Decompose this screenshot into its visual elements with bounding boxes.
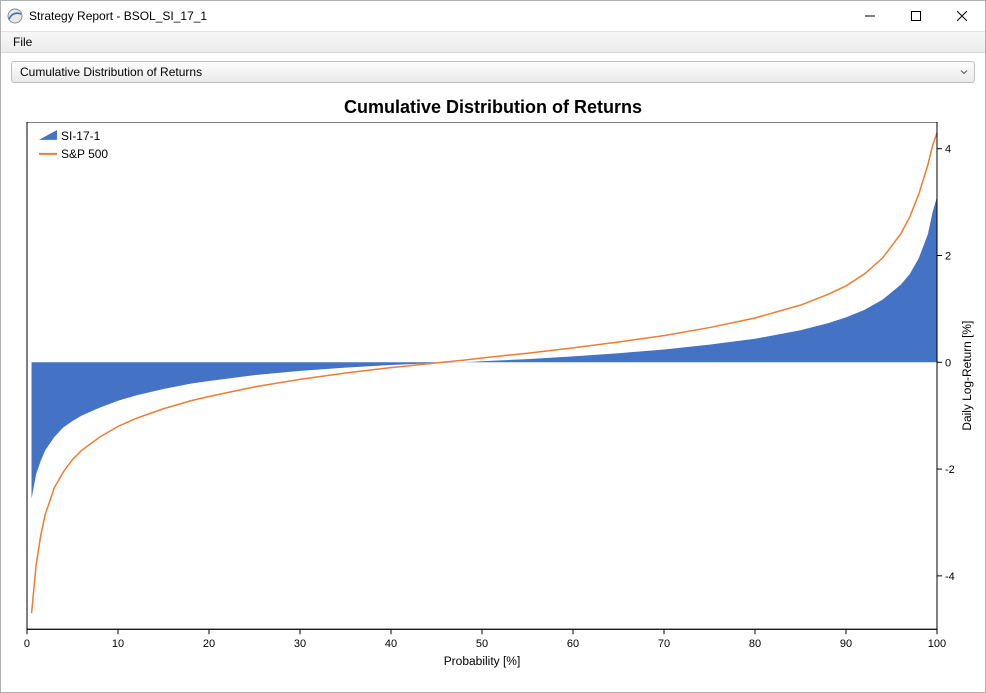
svg-text:0: 0 xyxy=(24,638,30,650)
svg-text:80: 80 xyxy=(749,638,761,650)
svg-text:S&P 500: S&P 500 xyxy=(61,147,108,161)
svg-text:70: 70 xyxy=(658,638,670,650)
svg-text:60: 60 xyxy=(567,638,579,650)
app-window: Strategy Report - BSOL_SI_17_1 File Cumu… xyxy=(0,0,986,693)
chart-frame: 0102030405060708090100Probability [%]-4-… xyxy=(11,122,975,679)
chart-canvas[interactable]: 0102030405060708090100Probability [%]-4-… xyxy=(11,122,975,679)
svg-text:Probability [%]: Probability [%] xyxy=(444,654,521,668)
view-selector-value: Cumulative Distribution of Returns xyxy=(20,65,202,79)
svg-text:0: 0 xyxy=(945,357,951,369)
svg-text:40: 40 xyxy=(385,638,397,650)
minimize-button[interactable] xyxy=(847,1,893,31)
svg-text:50: 50 xyxy=(476,638,488,650)
svg-text:Daily Log-Return [%]: Daily Log-Return [%] xyxy=(960,321,974,431)
svg-text:4: 4 xyxy=(945,144,951,156)
app-icon xyxy=(7,8,23,24)
svg-text:20: 20 xyxy=(203,638,215,650)
svg-text:-2: -2 xyxy=(945,464,955,476)
titlebar[interactable]: Strategy Report - BSOL_SI_17_1 xyxy=(1,1,985,32)
view-selector-dropdown[interactable]: Cumulative Distribution of Returns xyxy=(11,61,975,83)
chevron-down-icon xyxy=(960,65,968,79)
svg-text:SI-17-1: SI-17-1 xyxy=(61,129,101,143)
svg-text:-4: -4 xyxy=(945,571,955,583)
svg-text:90: 90 xyxy=(840,638,852,650)
menubar: File xyxy=(1,32,985,53)
maximize-button[interactable] xyxy=(893,1,939,31)
close-button[interactable] xyxy=(939,1,985,31)
menu-file[interactable]: File xyxy=(7,33,38,51)
window-title: Strategy Report - BSOL_SI_17_1 xyxy=(29,9,207,23)
chart-title: Cumulative Distribution of Returns xyxy=(11,97,975,118)
svg-text:100: 100 xyxy=(928,638,946,650)
svg-text:2: 2 xyxy=(945,250,951,262)
chart-area: Cumulative Distribution of Returns 01020… xyxy=(1,89,985,692)
svg-text:10: 10 xyxy=(112,638,124,650)
toolbar: Cumulative Distribution of Returns xyxy=(1,53,985,89)
svg-text:30: 30 xyxy=(294,638,306,650)
